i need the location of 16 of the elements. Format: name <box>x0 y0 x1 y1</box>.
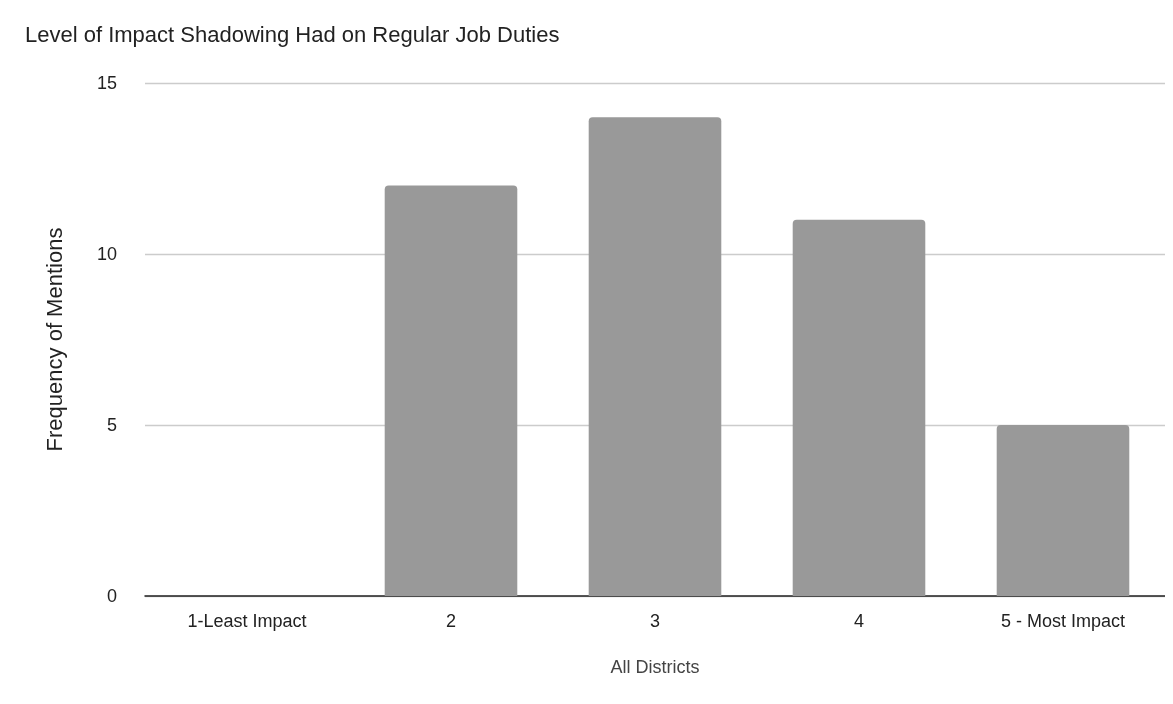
y-tick-label: 15 <box>96 73 117 93</box>
x-axis-title: All Districts <box>610 657 700 677</box>
y-tick-label: 5 <box>106 415 117 435</box>
bar <box>996 425 1130 596</box>
x-tick-label: 2 <box>445 611 457 631</box>
x-tick-label: 3 <box>649 611 661 631</box>
y-axis-title: Frequency of Mentions <box>41 227 67 452</box>
y-tick-label: 0 <box>106 586 117 606</box>
y-tick-label: 10 <box>96 244 117 264</box>
bar <box>792 219 926 596</box>
bar <box>588 117 722 596</box>
x-tick-label: 4 <box>853 611 865 631</box>
x-tick-label: 5 - Most Impact <box>1000 611 1126 631</box>
x-tick-label: 1-Least Impact <box>187 611 307 631</box>
chart-title: Level of Impact Shadowing Had on Regular Job Duties <box>25 21 560 47</box>
bar <box>384 185 518 596</box>
